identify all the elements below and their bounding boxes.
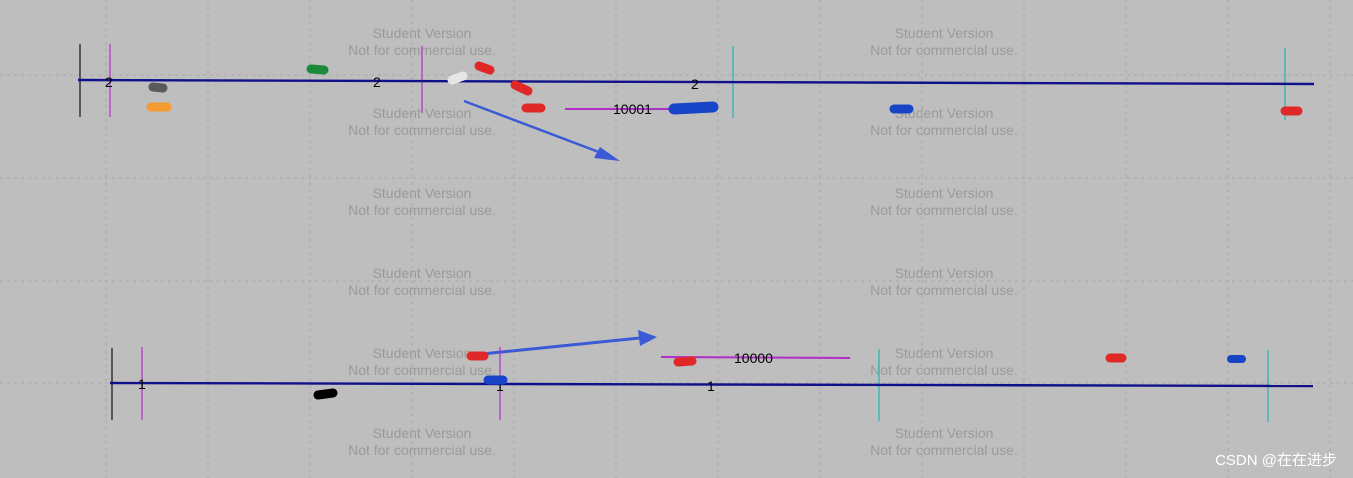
segment-label: 10001 [613,101,652,117]
vehicles [313,351,1246,400]
lane-label: 1 [707,378,715,394]
vehicle [313,388,338,400]
up-arrow-head [638,330,657,346]
lower-track: 1 1 1 10000 [109,347,1314,422]
lane-label: 2 [373,74,381,90]
watermark: Student Version Not for commercial use. [870,265,1018,298]
vehicle [668,101,719,115]
vehicle [474,61,495,75]
lane-label: 1 [496,378,504,394]
vehicle [673,356,697,367]
road-line [77,78,1315,86]
vehicle [306,64,329,75]
watermark: Student Version Not for commercial use. [348,425,496,458]
segment-label: 10000 [734,350,773,366]
vehicles [146,61,1303,116]
vehicle [447,71,468,85]
vehicle [148,82,168,93]
watermark: Student Version Not for commercial use. [870,345,1018,378]
vehicle [510,80,533,96]
up-arrow-shaft [471,336,641,357]
watermark: Student Version Not for commercial use. [870,105,1018,138]
watermark: Student Version Not for commercial use. [348,265,496,298]
watermark: Student Version Not for commercial use. [870,25,1018,58]
watermark: Student Version Not for commercial use. [348,345,496,378]
upper-track: 2 2 2 10001 [77,44,1315,120]
road-line [109,381,1314,388]
down-arrow-head [594,147,620,161]
watermark: Student Version Not for commercial use. [348,185,496,218]
transition-arrows [463,99,657,357]
lane-label: 2 [691,76,699,92]
down-arrow-shaft [463,99,605,156]
credit-watermark: CSDN @在在进步 [1215,452,1337,469]
watermark: Student Version Not for commercial use. [870,425,1018,458]
watermark: Student Version Not for commercial use. [870,185,1018,218]
lane-label: 2 [105,74,113,90]
lane-label: 1 [138,376,146,392]
